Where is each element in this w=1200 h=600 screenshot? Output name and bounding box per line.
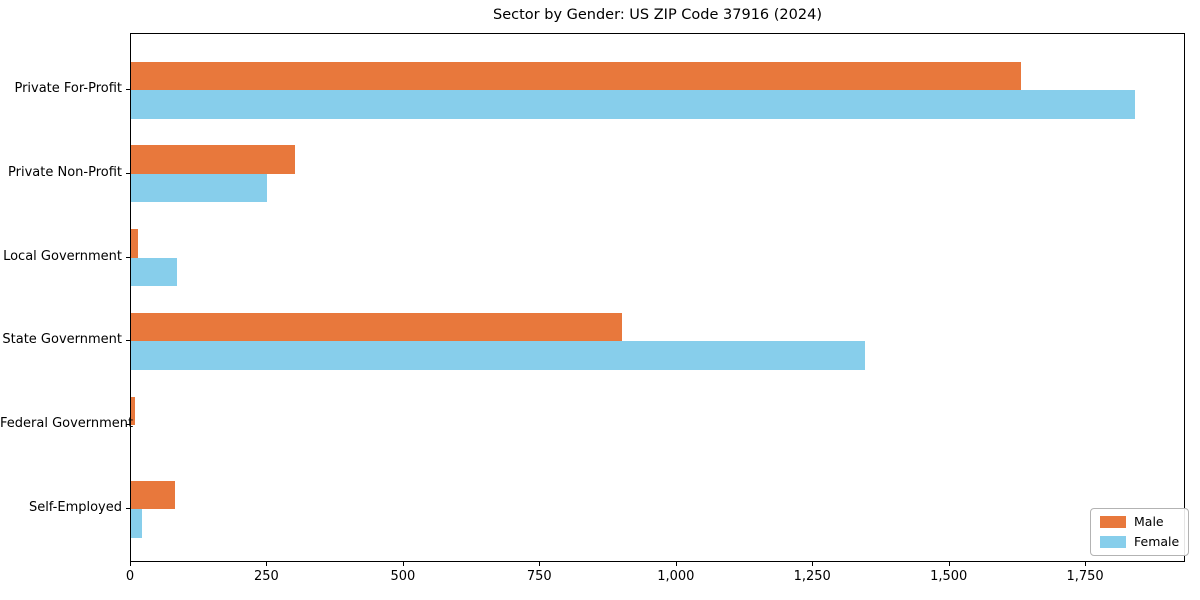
y-tick-label: Federal Government bbox=[0, 416, 134, 432]
legend-item-male: Male bbox=[1100, 515, 1179, 529]
y-tick-label: Self-Employed bbox=[28, 500, 122, 515]
legend-item-female: Female bbox=[1100, 535, 1179, 549]
bar-male-private-non-profit bbox=[131, 145, 295, 174]
legend-swatch-male bbox=[1100, 516, 1126, 528]
y-tick-mark bbox=[126, 424, 130, 426]
bar-female-private-non-profit bbox=[131, 173, 268, 203]
x-tick-label: 1,750 bbox=[1066, 569, 1104, 584]
x-tick-mark bbox=[675, 562, 677, 566]
y-tick-mark bbox=[126, 172, 130, 174]
plot-area bbox=[130, 33, 1185, 562]
y-tick-label: State Government bbox=[2, 332, 122, 348]
bar-female-self-employed bbox=[131, 509, 142, 538]
x-tick-mark bbox=[948, 562, 950, 566]
bar-male-local-government bbox=[131, 229, 139, 258]
x-tick-label: 0 bbox=[125, 569, 135, 584]
x-tick-label: 1,000 bbox=[657, 569, 695, 584]
legend-label-female: Female bbox=[1134, 534, 1180, 549]
bar-male-state-government bbox=[131, 312, 623, 342]
x-tick-label: 1,500 bbox=[930, 569, 968, 584]
y-tick-mark bbox=[126, 89, 130, 90]
x-tick-label: 500 bbox=[390, 569, 416, 584]
y-tick-mark bbox=[126, 340, 130, 342]
y-tick-label: Private Non-Profit bbox=[8, 164, 122, 180]
bar-female-state-government bbox=[131, 341, 866, 370]
x-tick-mark bbox=[812, 562, 814, 566]
bar-female-private-for-profit bbox=[131, 90, 1136, 119]
legend: Male Female bbox=[1090, 508, 1190, 556]
bar-male-self-employed bbox=[131, 480, 175, 509]
bar-male-private-for-profit bbox=[131, 61, 1021, 90]
x-tick-label: 250 bbox=[253, 569, 279, 584]
x-tick-mark bbox=[130, 562, 131, 566]
legend-swatch-female bbox=[1100, 536, 1126, 548]
x-tick-label: 1,250 bbox=[793, 569, 831, 584]
x-tick-mark bbox=[402, 562, 404, 566]
bar-male-federal-government bbox=[131, 396, 136, 426]
x-tick-mark bbox=[1085, 562, 1087, 566]
x-tick-label: 750 bbox=[526, 569, 552, 584]
legend-label-male: Male bbox=[1134, 514, 1164, 529]
x-tick-mark bbox=[266, 562, 268, 566]
y-tick-label: Private For-Profit bbox=[14, 81, 122, 96]
y-tick-mark bbox=[126, 256, 130, 258]
y-tick-label: Local Government bbox=[3, 248, 122, 264]
chart-title: Sector by Gender: US ZIP Code 37916 (202… bbox=[493, 7, 822, 23]
x-tick-mark bbox=[539, 562, 541, 566]
bar-female-local-government bbox=[131, 257, 178, 287]
y-tick-mark bbox=[126, 508, 130, 509]
